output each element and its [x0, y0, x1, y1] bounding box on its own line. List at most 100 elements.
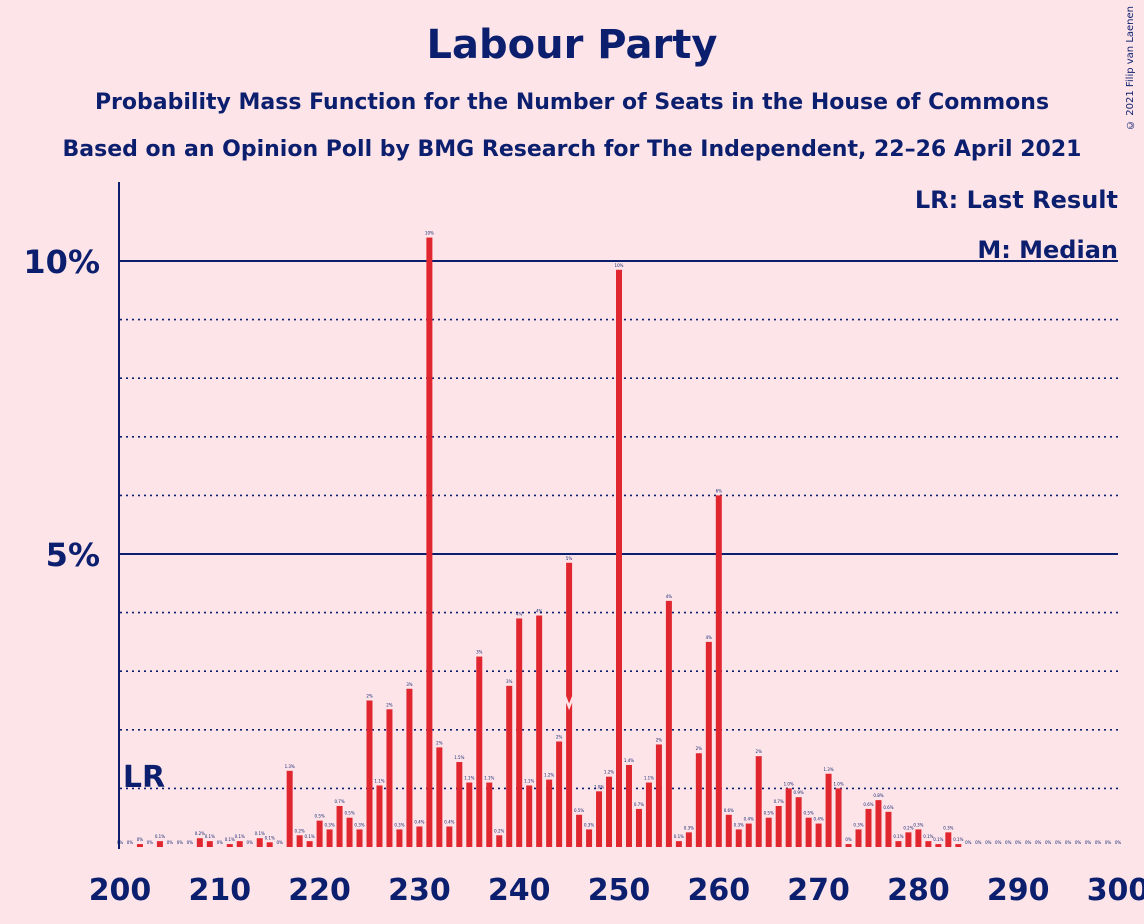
bar-label-255: 4% — [666, 594, 673, 599]
bar-label-229: 3% — [406, 682, 413, 687]
bar-271 — [825, 773, 832, 847]
bar-label-232: 2% — [436, 740, 443, 745]
bar-251 — [625, 764, 632, 847]
bar-label-238: 0.2% — [494, 828, 504, 833]
bar-label-230: 0.4% — [414, 819, 424, 824]
bar-label-217: 1.3% — [285, 764, 295, 769]
bar-label-276: 0.8% — [873, 793, 883, 798]
bar-237 — [486, 782, 493, 847]
bar-214 — [256, 838, 263, 847]
x-tick-280: 280 — [887, 873, 950, 908]
bar-label-200: 0% — [117, 840, 124, 845]
bar-275 — [865, 808, 872, 847]
bar-225 — [366, 700, 373, 847]
x-tick-270: 270 — [787, 873, 850, 908]
bar-261 — [725, 814, 732, 847]
bar-212 — [236, 841, 243, 847]
bar-label-270: 0.4% — [814, 817, 824, 822]
bar-label-264: 2% — [756, 749, 763, 754]
bar-label-239: 3% — [506, 679, 513, 684]
bar-label-213: 0% — [247, 840, 254, 845]
bar-label-250: 10% — [615, 263, 624, 268]
bar-label-216: 0% — [277, 840, 284, 845]
bar-243 — [546, 779, 553, 847]
x-tick-220: 220 — [288, 873, 351, 908]
bar-227 — [386, 709, 393, 847]
bar-label-235: 1.1% — [464, 776, 474, 781]
last-result-label: LR — [123, 760, 165, 795]
bar-272 — [835, 788, 842, 847]
bar-238 — [496, 835, 503, 847]
bar-label-269: 0.5% — [804, 811, 814, 816]
x-tick-300: 300 — [1087, 873, 1144, 908]
bar-label-231: 10% — [425, 231, 434, 236]
chart-title: Labour Party — [426, 22, 718, 68]
bar-233 — [446, 826, 453, 847]
axes: 200 210 220 230 240 250 260 270 280 290 300 5% 10% — [23, 182, 1144, 908]
bar-label-294: 0% — [1055, 840, 1062, 845]
bar-223 — [346, 817, 353, 847]
bar-253 — [645, 782, 652, 847]
bar-276 — [875, 800, 882, 847]
bar-274 — [855, 829, 862, 847]
bar-label-298: 0% — [1095, 840, 1102, 845]
bar-label-223: 0.5% — [344, 811, 354, 816]
bar-284 — [955, 844, 962, 847]
bar-label-266: 0.7% — [774, 799, 784, 804]
x-tick-200: 200 — [89, 873, 152, 908]
bar-label-204: 0.1% — [155, 834, 165, 839]
bar-label-253: 1.1% — [644, 776, 654, 781]
bar-label-207: 0% — [187, 840, 194, 845]
bar-label-205: 0% — [167, 840, 174, 845]
x-tick-260: 260 — [687, 873, 750, 908]
bar-282 — [935, 844, 942, 847]
bar-label-261: 0.6% — [724, 808, 734, 813]
bar-label-228: 0.3% — [394, 822, 404, 827]
bar-label-209: 0.1% — [205, 834, 215, 839]
bar-279 — [905, 832, 912, 847]
bar-label-247: 0.3% — [584, 822, 594, 827]
x-tick-250: 250 — [588, 873, 651, 908]
bar-270 — [815, 823, 822, 847]
bar-262 — [735, 829, 742, 847]
bar-label-295: 0% — [1065, 840, 1072, 845]
markers: LR — [123, 696, 575, 795]
bar-label-221: 0.3% — [324, 822, 334, 827]
bar-label-289: 0% — [1005, 840, 1012, 845]
bar-label-258: 2% — [696, 746, 703, 751]
bar-label-243: 1.2% — [544, 773, 554, 778]
bar-label-282: 0.1% — [933, 837, 943, 842]
bar-label-273: 0% — [845, 837, 852, 842]
bar-label-279: 0.2% — [903, 825, 913, 830]
bar-label-285: 0% — [965, 840, 972, 845]
bar-204 — [156, 841, 163, 847]
bar-label-206: 0% — [177, 840, 184, 845]
bar-229 — [406, 688, 413, 847]
bar-label-210: 0% — [217, 840, 224, 845]
y-tick-10: 10% — [23, 243, 100, 281]
bar-label-222: 0.7% — [334, 799, 344, 804]
bar-label-263: 0.4% — [744, 817, 754, 822]
x-tick-290: 290 — [987, 873, 1050, 908]
bar-label-281: 0.1% — [923, 834, 933, 839]
bar-265 — [765, 817, 772, 847]
bar-267 — [785, 788, 792, 847]
bar-label-226: 1.1% — [374, 778, 384, 783]
bar-217 — [286, 770, 293, 847]
bar-label-275: 0.6% — [863, 802, 873, 807]
bar-255 — [665, 600, 672, 847]
bar-222 — [336, 805, 343, 847]
bar-269 — [805, 817, 812, 847]
bar-label-245: 5% — [566, 556, 573, 561]
bar-label-287: 0% — [985, 840, 992, 845]
bar-256 — [675, 841, 682, 847]
bar-label-219: 0.1% — [305, 834, 315, 839]
bar-280 — [915, 829, 922, 847]
bar-label-283: 0.3% — [943, 825, 953, 830]
bar-228 — [396, 829, 403, 847]
bar-label-215: 0.1% — [265, 835, 275, 840]
bar-label-259: 4% — [706, 635, 713, 640]
bar-247 — [586, 829, 593, 847]
bar-label-265: 0.5% — [764, 811, 774, 816]
bar-273 — [845, 844, 852, 847]
